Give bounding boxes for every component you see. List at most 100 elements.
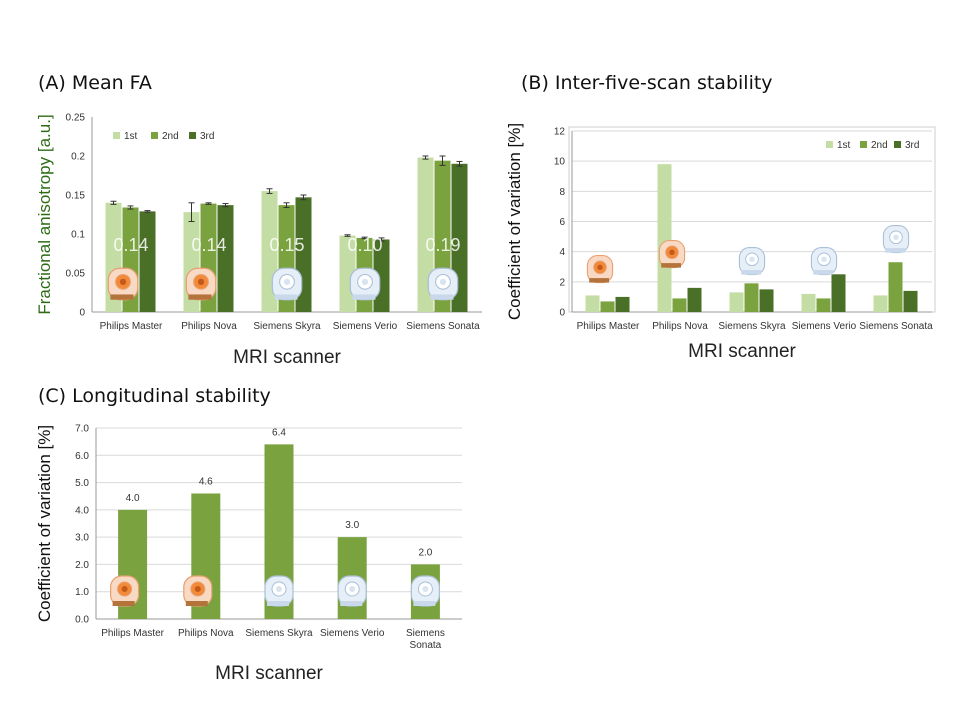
chart-1-bar [816, 298, 831, 312]
chart-0-legend-swatch [113, 132, 120, 139]
chart-1-bar [873, 295, 888, 312]
chart-0-category-label: Philips Nova [181, 321, 237, 332]
chart-0-legend-label: 1st [124, 131, 138, 142]
chart-1-y-axis-title: Coefficient of variation [%] [505, 123, 524, 320]
chart-2-ytick: 3.0 [75, 533, 89, 544]
chart-2-ytick: 7.0 [75, 424, 89, 435]
chart-1-ytick: 2 [559, 277, 565, 288]
chart-1-bar [888, 262, 903, 312]
chart-0-legend-label: 2nd [162, 131, 179, 142]
chart-1-legend-label: 2nd [871, 140, 888, 151]
chart-0-mean-label: 0.10 [347, 235, 382, 255]
chart-0-x-axis-title: MRI scanner [233, 347, 341, 368]
chart-1-legend-label: 3rd [905, 140, 919, 151]
chart-2-data-label: 4.0 [126, 493, 140, 504]
chart-2-category-label: Siemens Skyra [245, 628, 313, 639]
scanner-icon [109, 575, 140, 607]
chart-0-mean-label: 0.14 [191, 235, 226, 255]
chart-0-category-label: Siemens Skyra [253, 321, 321, 332]
chart-1-category-label: Siemens Verio [792, 321, 857, 332]
chart-2-y-axis-title: Coefficient of variation [%] [35, 425, 54, 622]
chart-1-legend-swatch [894, 141, 901, 148]
chart-1-bar [600, 301, 615, 312]
chart-1-category-label: Siemens Sonata [859, 321, 933, 332]
chart-1-bar [687, 287, 702, 312]
panel-b-title: (B) Inter-five-scan stability [521, 72, 773, 94]
chart-1-legend-swatch [860, 141, 867, 148]
chart-1-legend-swatch [826, 141, 833, 148]
scanner-icon [107, 267, 139, 301]
chart-2-data-label: 6.4 [272, 427, 286, 438]
chart-1-bar [585, 295, 600, 312]
scanner-icon [185, 267, 217, 301]
chart-0-ytick: 0.05 [66, 269, 86, 280]
chart-0-y-axis-title: Fractional anisotropy [a.u.] [35, 114, 54, 314]
chart-1-ytick: 10 [554, 157, 566, 168]
scanner-icon [586, 255, 614, 284]
chart-1-bar [903, 290, 918, 312]
chart-2-category-label: Philips Master [101, 628, 164, 639]
scanner-icon [183, 575, 213, 607]
chart-0-ytick: 0.1 [71, 230, 85, 241]
chart-0-bar [217, 205, 234, 312]
chart-1-category-label: Philips Nova [652, 321, 708, 332]
chart-2-ytick: 6.0 [75, 451, 89, 462]
scanner-icon [410, 575, 440, 607]
chart-1-ytick: 4 [559, 247, 565, 258]
chart-0-ytick: 0 [79, 308, 85, 319]
scanner-icon [337, 575, 367, 607]
scanner-icon [264, 575, 294, 607]
chart-1-ytick: 0 [559, 308, 565, 319]
chart-0-category-label: Philips Master [100, 321, 163, 332]
chart-0-mean-label: 0.15 [269, 235, 304, 255]
chart-1-bar [801, 293, 816, 312]
chart-1-bar [657, 164, 672, 312]
chart-0-legend-label: 3rd [200, 131, 214, 142]
chart-0-category-label: Siemens Sonata [406, 321, 480, 332]
chart-1-bar [615, 296, 630, 312]
chart-0-category-label: Siemens Verio [333, 321, 398, 332]
chart-2-category-label: Siemens [406, 628, 445, 639]
chart-1-ytick: 12 [554, 127, 566, 138]
scanner-icon [427, 267, 459, 301]
scanner-icon [271, 267, 303, 301]
chart-0-ytick: 0.2 [71, 152, 85, 163]
scanner-icon [658, 240, 686, 269]
chart-2-category-label: Sonata [410, 640, 442, 651]
chart-0-mean-label: 0.14 [113, 235, 148, 255]
chart-0-ytick: 0.15 [66, 191, 86, 202]
chart-1-category-label: Siemens Skyra [718, 321, 786, 332]
chart-2-x-axis-title: MRI scanner [215, 663, 323, 684]
chart-1-bar [744, 283, 759, 312]
chart-1-ytick: 6 [559, 217, 565, 228]
chart-0-legend-swatch [189, 132, 196, 139]
scanner-icon [882, 225, 910, 254]
chart-0-legend-swatch [151, 132, 158, 139]
chart-2-ytick: 2.0 [75, 560, 89, 571]
scanner-icon [349, 267, 381, 301]
chart-1-bar [672, 298, 687, 312]
chart-0-ytick: 0.25 [66, 113, 86, 124]
chart-2-ytick: 5.0 [75, 478, 89, 489]
scanner-icon [810, 247, 838, 276]
scanner-icon [738, 247, 766, 276]
chart-2-data-label: 2.0 [418, 547, 432, 558]
chart-0-mean-label: 0.19 [425, 235, 460, 255]
chart-1-legend-label: 1st [837, 140, 851, 151]
chart-1-bar [831, 274, 846, 312]
chart-2-category-label: Philips Nova [178, 628, 234, 639]
chart-2-data-label: 4.6 [199, 476, 213, 487]
chart-2-category-label: Siemens Verio [320, 628, 385, 639]
chart-1-x-axis-title: MRI scanner [688, 341, 796, 362]
chart-1-bar [729, 292, 744, 312]
panel-c-title: (C) Longitudinal stability [38, 385, 271, 407]
chart-1-ytick: 8 [559, 187, 565, 198]
chart-2-ytick: 0.0 [75, 615, 89, 626]
chart-0-bar [139, 211, 156, 312]
chart-1-category-label: Philips Master [577, 321, 640, 332]
chart-1-bar [759, 289, 774, 312]
chart-2-ytick: 1.0 [75, 587, 89, 598]
chart-2-data-label: 3.0 [345, 520, 359, 531]
panel-a-title: (A) Mean FA [38, 72, 152, 94]
